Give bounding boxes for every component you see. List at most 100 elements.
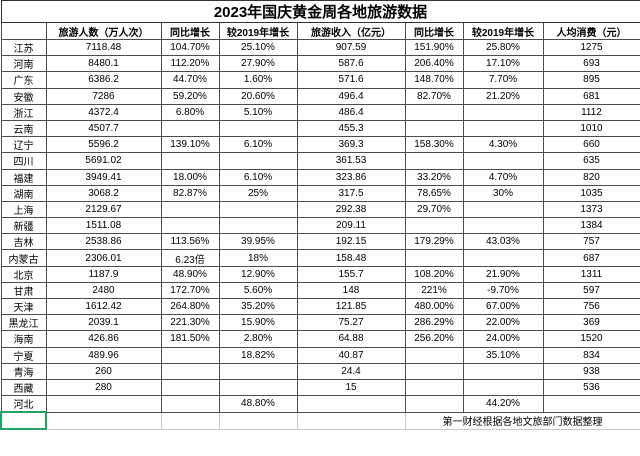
value-cell[interactable]: 1384 — [542, 217, 640, 235]
value-cell[interactable] — [404, 362, 464, 380]
value-cell[interactable]: 489.96 — [45, 346, 162, 364]
value-cell[interactable]: 30% — [462, 184, 544, 202]
value-cell[interactable]: 48.80% — [218, 395, 298, 413]
value-cell[interactable]: 6.23倍 — [160, 249, 220, 267]
value-cell[interactable]: 571.6 — [296, 71, 406, 89]
column-header-revenue[interactable]: 旅游收入（亿元） — [296, 22, 406, 40]
value-cell[interactable]: 834 — [542, 346, 640, 364]
value-cell[interactable]: 2480 — [45, 281, 162, 300]
value-cell[interactable] — [160, 362, 220, 380]
value-cell[interactable]: 221% — [404, 281, 464, 300]
value-cell[interactable] — [160, 217, 220, 235]
value-cell[interactable]: 480.00% — [404, 297, 464, 316]
value-cell[interactable] — [404, 152, 464, 170]
value-cell[interactable]: 75.27 — [296, 314, 406, 332]
value-cell[interactable]: 687 — [542, 249, 640, 267]
value-cell[interactable]: 33.20% — [404, 168, 464, 186]
value-cell[interactable]: 20.60% — [218, 87, 298, 105]
empty-cell[interactable] — [45, 411, 162, 430]
value-cell[interactable] — [160, 346, 220, 364]
region-cell[interactable]: 河北 — [0, 395, 47, 413]
value-cell[interactable]: 181.50% — [160, 330, 220, 348]
column-header-region[interactable] — [0, 22, 47, 40]
value-cell[interactable] — [404, 378, 464, 397]
value-cell[interactable]: 39.95% — [218, 233, 298, 251]
value-cell[interactable]: 78.65% — [404, 184, 464, 202]
value-cell[interactable]: 27.90% — [218, 55, 298, 73]
region-cell[interactable]: 内蒙古 — [0, 249, 47, 267]
value-cell[interactable]: 35.10% — [462, 346, 544, 364]
value-cell[interactable]: 7.70% — [462, 71, 544, 89]
value-cell[interactable]: 256.20% — [404, 330, 464, 348]
value-cell[interactable]: 6.10% — [218, 168, 298, 186]
value-cell[interactable]: 5.60% — [218, 281, 298, 300]
value-cell[interactable] — [404, 249, 464, 267]
region-cell[interactable]: 黑龙江 — [0, 314, 47, 332]
value-cell[interactable] — [462, 249, 544, 267]
value-cell[interactable] — [404, 346, 464, 364]
value-cell[interactable]: 3949.41 — [45, 168, 162, 186]
value-cell[interactable]: 18.82% — [218, 346, 298, 364]
column-header-vs2019-growth[interactable]: 较2019年增长 — [218, 22, 298, 40]
value-cell[interactable]: 6.80% — [160, 103, 220, 121]
value-cell[interactable]: 2538.86 — [45, 233, 162, 251]
empty-cell[interactable] — [218, 411, 298, 430]
value-cell[interactable]: 369.3 — [296, 136, 406, 154]
value-cell[interactable] — [160, 119, 220, 138]
value-cell[interactable]: 44.70% — [160, 71, 220, 89]
region-cell[interactable]: 西藏 — [0, 378, 47, 397]
value-cell[interactable]: 12.90% — [218, 265, 298, 283]
value-cell[interactable] — [462, 378, 544, 397]
value-cell[interactable]: 67.00% — [462, 297, 544, 316]
value-cell[interactable]: 660 — [542, 136, 640, 154]
value-cell[interactable] — [160, 152, 220, 170]
value-cell[interactable]: 221.30% — [160, 314, 220, 332]
value-cell[interactable]: 15.90% — [218, 314, 298, 332]
value-cell[interactable] — [462, 362, 544, 380]
value-cell[interactable] — [160, 200, 220, 219]
value-cell[interactable]: 59.20% — [160, 87, 220, 105]
value-cell[interactable]: 1112 — [542, 103, 640, 121]
value-cell[interactable]: 6.10% — [218, 136, 298, 154]
column-header-yoy-growth[interactable]: 同比增长 — [160, 22, 220, 40]
value-cell[interactable]: 938 — [542, 362, 640, 380]
column-header-revenue-yoy[interactable]: 同比增长 — [404, 22, 464, 40]
value-cell[interactable]: 158.30% — [404, 136, 464, 154]
value-cell[interactable] — [218, 217, 298, 235]
value-cell[interactable]: 4507.7 — [45, 119, 162, 138]
value-cell[interactable]: 4.70% — [462, 168, 544, 186]
value-cell[interactable]: 536 — [542, 378, 640, 397]
value-cell[interactable]: 209.11 — [296, 217, 406, 235]
value-cell[interactable]: 7286 — [45, 87, 162, 105]
value-cell[interactable]: 18% — [218, 249, 298, 267]
value-cell[interactable]: 148 — [296, 281, 406, 300]
selected-cell[interactable] — [0, 411, 47, 431]
value-cell[interactable]: 24.00% — [462, 330, 544, 348]
value-cell[interactable]: 2129.67 — [45, 200, 162, 219]
value-cell[interactable]: 264.80% — [160, 297, 220, 316]
region-cell[interactable]: 福建 — [0, 168, 47, 186]
region-cell[interactable]: 甘肃 — [0, 281, 47, 300]
value-cell[interactable]: 179.29% — [404, 233, 464, 251]
value-cell[interactable]: 2306.01 — [45, 249, 162, 267]
region-cell[interactable]: 北京 — [0, 265, 47, 283]
value-cell[interactable]: 155.7 — [296, 265, 406, 283]
value-cell[interactable]: 17.10% — [462, 55, 544, 73]
value-cell[interactable] — [218, 119, 298, 138]
value-cell[interactable] — [160, 378, 220, 397]
value-cell[interactable]: 25% — [218, 184, 298, 202]
empty-cell[interactable] — [296, 411, 406, 430]
value-cell[interactable] — [462, 103, 544, 121]
value-cell[interactable]: 260 — [45, 362, 162, 380]
value-cell[interactable]: 1511.08 — [45, 217, 162, 235]
value-cell[interactable]: 35.20% — [218, 297, 298, 316]
value-cell[interactable] — [542, 395, 640, 413]
value-cell[interactable] — [462, 200, 544, 219]
value-cell[interactable]: 635 — [542, 152, 640, 170]
value-cell[interactable]: 323.86 — [296, 168, 406, 186]
value-cell[interactable]: 2039.1 — [45, 314, 162, 332]
value-cell[interactable]: 25.80% — [462, 38, 544, 57]
value-cell[interactable]: 1373 — [542, 200, 640, 219]
region-cell[interactable]: 新疆 — [0, 217, 47, 235]
value-cell[interactable] — [404, 395, 464, 413]
